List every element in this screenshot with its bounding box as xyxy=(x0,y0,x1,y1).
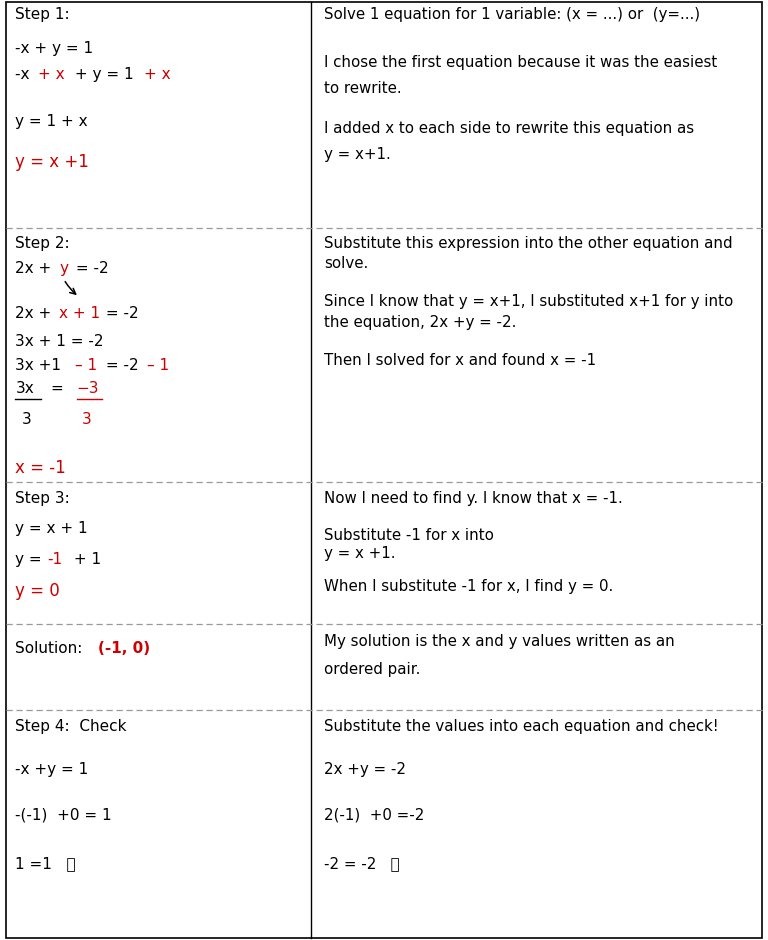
Text: -x + y = 1: -x + y = 1 xyxy=(15,41,94,56)
Text: to rewrite.: to rewrite. xyxy=(324,81,402,96)
Text: 3: 3 xyxy=(82,412,92,427)
Text: Step 2:: Step 2: xyxy=(15,236,70,251)
Text: I chose the first equation because it was the easiest: I chose the first equation because it wa… xyxy=(324,55,717,70)
Text: Now I need to find y. I know that x = -1.: Now I need to find y. I know that x = -1… xyxy=(324,491,623,506)
Text: =: = xyxy=(51,381,64,396)
Text: – 1: – 1 xyxy=(147,358,170,373)
Text: y = x +1: y = x +1 xyxy=(15,153,89,171)
Text: Substitute -1 for x into: Substitute -1 for x into xyxy=(324,527,494,542)
Text: 2(-1)  +0 =-2: 2(-1) +0 =-2 xyxy=(324,807,425,822)
Text: ordered pair.: ordered pair. xyxy=(324,662,420,677)
Text: (-1, 0): (-1, 0) xyxy=(98,641,151,656)
Text: y = x+1.: y = x+1. xyxy=(324,148,391,163)
Text: 1 =1   🙂: 1 =1 🙂 xyxy=(15,856,76,870)
Text: = -2: = -2 xyxy=(101,306,139,321)
Text: + y = 1: + y = 1 xyxy=(70,68,138,83)
Text: -1: -1 xyxy=(48,552,63,567)
Text: −3: −3 xyxy=(77,381,99,396)
Text: 2x +: 2x + xyxy=(15,306,57,321)
Text: When I substitute -1 for x, I find y = 0.: When I substitute -1 for x, I find y = 0… xyxy=(324,579,614,594)
Text: = -2: = -2 xyxy=(101,358,144,373)
Text: 2x +: 2x + xyxy=(15,261,57,276)
Text: y = 1 + x: y = 1 + x xyxy=(15,114,88,129)
Text: -2 = -2   🙂: -2 = -2 🙂 xyxy=(324,856,399,870)
Text: Solve 1 equation for 1 variable: (x = ...) or  (y=...): Solve 1 equation for 1 variable: (x = ..… xyxy=(324,7,700,22)
Text: 3x: 3x xyxy=(15,381,34,396)
Text: y = x +1.: y = x +1. xyxy=(324,546,396,561)
Text: x = -1: x = -1 xyxy=(15,460,66,478)
Text: Step 3:: Step 3: xyxy=(15,491,70,506)
Text: Then I solved for x and found x = -1: Then I solved for x and found x = -1 xyxy=(324,352,596,368)
Text: Step 4:  Check: Step 4: Check xyxy=(15,719,127,734)
Text: y = 0: y = 0 xyxy=(15,582,60,600)
Text: y = x + 1: y = x + 1 xyxy=(15,521,88,536)
FancyBboxPatch shape xyxy=(6,2,762,938)
Text: y: y xyxy=(59,261,68,276)
Text: -x: -x xyxy=(15,68,35,83)
Text: My solution is the x and y values written as an: My solution is the x and y values writte… xyxy=(324,634,675,650)
Text: 2x +y = -2: 2x +y = -2 xyxy=(324,762,406,777)
Text: I added x to each side to rewrite this equation as: I added x to each side to rewrite this e… xyxy=(324,121,694,136)
Text: -(-1)  +0 = 1: -(-1) +0 = 1 xyxy=(15,807,112,822)
Text: Since I know that y = x+1, I substituted x+1 for y into: Since I know that y = x+1, I substituted… xyxy=(324,294,733,309)
Text: + 1: + 1 xyxy=(69,552,101,567)
Text: + x: + x xyxy=(38,68,65,83)
Text: Solution:: Solution: xyxy=(15,641,92,656)
Text: = -2: = -2 xyxy=(71,261,109,276)
Text: y =: y = xyxy=(15,552,47,567)
Text: Substitute the values into each equation and check!: Substitute the values into each equation… xyxy=(324,719,719,734)
Text: the equation, 2x +y = -2.: the equation, 2x +y = -2. xyxy=(324,315,516,330)
Text: Step 1:: Step 1: xyxy=(15,7,70,22)
Text: Substitute this expression into the other equation and: Substitute this expression into the othe… xyxy=(324,236,733,251)
Text: 3: 3 xyxy=(22,412,32,427)
Text: x + 1: x + 1 xyxy=(59,306,101,321)
Text: 3x +1: 3x +1 xyxy=(15,358,66,373)
Text: solve.: solve. xyxy=(324,257,369,272)
Text: + x: + x xyxy=(144,68,171,83)
Text: -x +y = 1: -x +y = 1 xyxy=(15,762,88,777)
Text: 3x + 1 = -2: 3x + 1 = -2 xyxy=(15,334,104,349)
Text: – 1: – 1 xyxy=(75,358,98,373)
